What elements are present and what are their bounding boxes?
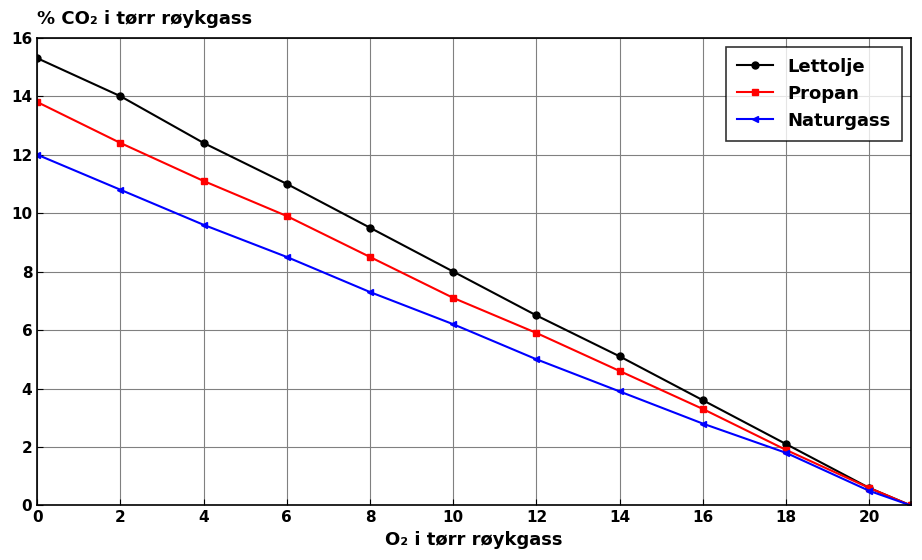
Lettolje xyxy=(198,139,209,146)
Lettolje xyxy=(864,484,875,491)
Lettolje xyxy=(781,441,792,447)
Propan xyxy=(697,405,708,412)
Naturgass xyxy=(864,488,875,494)
X-axis label: O₂ i tørr røykgass: O₂ i tørr røykgass xyxy=(385,531,562,549)
Lettolje xyxy=(905,502,916,509)
Lettolje xyxy=(115,93,126,100)
Lettolje xyxy=(364,225,375,231)
Lettolje xyxy=(281,180,292,187)
Naturgass xyxy=(697,420,708,427)
Propan xyxy=(905,502,916,509)
Propan xyxy=(364,254,375,260)
Propan xyxy=(781,446,792,453)
Lettolje xyxy=(531,312,542,319)
Line: Naturgass: Naturgass xyxy=(34,151,915,509)
Propan xyxy=(115,139,126,146)
Propan xyxy=(614,367,625,374)
Naturgass xyxy=(281,254,292,260)
Naturgass xyxy=(448,321,459,328)
Propan xyxy=(864,484,875,491)
Naturgass xyxy=(31,151,42,158)
Propan xyxy=(448,295,459,301)
Naturgass xyxy=(905,502,916,509)
Propan xyxy=(281,213,292,220)
Propan xyxy=(31,99,42,105)
Text: % CO₂ i tørr røykgass: % CO₂ i tørr røykgass xyxy=(37,11,253,29)
Lettolje xyxy=(448,268,459,275)
Naturgass xyxy=(531,356,542,363)
Lettolje xyxy=(614,353,625,360)
Propan xyxy=(531,330,542,337)
Legend: Lettolje, Propan, Naturgass: Lettolje, Propan, Naturgass xyxy=(727,47,902,141)
Lettolje xyxy=(31,55,42,62)
Propan xyxy=(198,178,209,184)
Naturgass xyxy=(781,450,792,456)
Naturgass xyxy=(614,388,625,395)
Line: Lettolje: Lettolje xyxy=(34,55,915,509)
Lettolje xyxy=(697,397,708,404)
Naturgass xyxy=(115,186,126,193)
Line: Propan: Propan xyxy=(34,99,915,509)
Naturgass xyxy=(198,221,209,228)
Naturgass xyxy=(364,289,375,296)
